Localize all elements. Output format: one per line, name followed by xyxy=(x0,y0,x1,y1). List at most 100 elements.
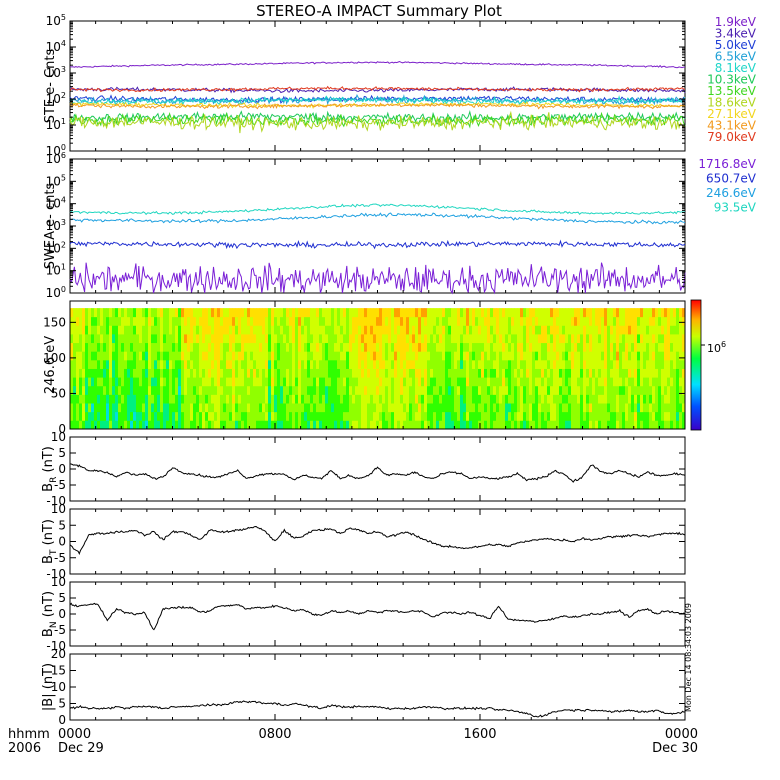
heatmap-cell xyxy=(508,403,512,413)
heatmap-cell xyxy=(94,359,98,369)
heatmap-cell xyxy=(271,342,275,352)
heatmap-cell xyxy=(82,308,86,318)
heatmap-cell xyxy=(136,325,140,335)
heatmap-cell xyxy=(367,325,371,335)
heatmap-cell xyxy=(466,411,470,421)
heatmap-cell xyxy=(466,403,470,413)
heatmap-cell xyxy=(652,325,656,335)
heatmap-cell xyxy=(352,385,356,395)
heatmap-cell xyxy=(403,308,407,318)
heatmap-cell xyxy=(235,411,239,421)
heatmap-cell xyxy=(568,351,572,361)
heatmap-cell xyxy=(322,316,326,326)
heatmap-cell xyxy=(193,385,197,395)
heatmap-cell xyxy=(118,385,122,395)
heatmap-cell xyxy=(658,411,662,421)
heatmap-cell xyxy=(610,342,614,352)
heatmap-cell xyxy=(412,411,416,421)
heatmap-cell xyxy=(205,394,209,404)
heatmap-cell xyxy=(100,368,104,378)
y-tick-label: 0 xyxy=(58,713,66,727)
heatmap-cell xyxy=(238,334,242,344)
heatmap-cell xyxy=(175,325,179,335)
heatmap-cell xyxy=(385,334,389,344)
heatmap-cell xyxy=(199,411,203,421)
heatmap-cell xyxy=(280,377,284,387)
heatmap-cell xyxy=(442,420,446,430)
heatmap-cell xyxy=(664,308,668,318)
heatmap-cell xyxy=(355,308,359,318)
heatmap-cell xyxy=(511,359,515,369)
heatmap-cell xyxy=(610,368,614,378)
heatmap-cell xyxy=(172,334,176,344)
heatmap-cell xyxy=(166,403,170,413)
heatmap-cell xyxy=(247,316,251,326)
heatmap-cell xyxy=(457,325,461,335)
heatmap-cell xyxy=(172,359,176,369)
heatmap-cell xyxy=(313,385,317,395)
heatmap-cell xyxy=(193,334,197,344)
heatmap-cell xyxy=(373,316,377,326)
heatmap-cell xyxy=(553,351,557,361)
series-line-650.7eV xyxy=(69,239,686,250)
heatmap-cell xyxy=(256,308,260,318)
heatmap-cell xyxy=(259,351,263,361)
heatmap-cell xyxy=(661,316,665,326)
heatmap-cell xyxy=(406,325,410,335)
heatmap-cell xyxy=(424,359,428,369)
heatmap-cell xyxy=(412,377,416,387)
heatmap-cell xyxy=(670,325,674,335)
heatmap-cell xyxy=(508,394,512,404)
heatmap-cell xyxy=(526,359,530,369)
heatmap-cell xyxy=(229,325,233,335)
heatmap-cell xyxy=(85,334,89,344)
heatmap-cell xyxy=(595,334,599,344)
heatmap-cell xyxy=(241,411,245,421)
heatmap-cell xyxy=(172,394,176,404)
heatmap-cell xyxy=(580,359,584,369)
heatmap-cell xyxy=(670,403,674,413)
heatmap-cell xyxy=(520,342,524,352)
heatmap-cell xyxy=(97,385,101,395)
heatmap-cell xyxy=(118,420,122,430)
heatmap-cell xyxy=(232,385,236,395)
heatmap-cell xyxy=(448,334,452,344)
heatmap-cell xyxy=(334,385,338,395)
heatmap-cell xyxy=(160,385,164,395)
heatmap-cell xyxy=(607,325,611,335)
heatmap-cell xyxy=(436,368,440,378)
heatmap-cell xyxy=(655,351,659,361)
heatmap-cell xyxy=(82,325,86,335)
heatmap-cell xyxy=(295,325,299,335)
heatmap-cell xyxy=(301,351,305,361)
heatmap-cell xyxy=(646,377,650,387)
heatmap-cell xyxy=(208,420,212,430)
heatmap-cell xyxy=(223,334,227,344)
heatmap-cell xyxy=(445,342,449,352)
heatmap-cell xyxy=(595,316,599,326)
heatmap-cell xyxy=(601,411,605,421)
y-tick-label: 105 xyxy=(46,13,66,28)
heatmap-cell xyxy=(268,359,272,369)
heatmap-cell xyxy=(619,334,623,344)
heatmap-cell xyxy=(469,411,473,421)
heatmap-cell xyxy=(388,420,392,430)
heatmap-cell xyxy=(424,334,428,344)
heatmap-cell xyxy=(523,308,527,318)
heatmap-cell xyxy=(454,411,458,421)
heatmap-cell xyxy=(517,334,521,344)
heatmap-cell xyxy=(448,351,452,361)
heatmap-cell xyxy=(310,334,314,344)
heatmap-cell xyxy=(223,420,227,430)
heatmap-cell xyxy=(163,420,167,430)
heatmap-cell xyxy=(415,403,419,413)
heatmap-cell xyxy=(658,342,662,352)
heatmap-cell xyxy=(364,351,368,361)
heatmap-cell xyxy=(277,359,281,369)
heatmap-cell xyxy=(328,308,332,318)
heatmap-cell xyxy=(283,325,287,335)
heatmap-cell xyxy=(514,316,518,326)
heatmap-cell xyxy=(343,325,347,335)
heatmap-cell xyxy=(559,351,563,361)
heatmap-cell xyxy=(406,342,410,352)
